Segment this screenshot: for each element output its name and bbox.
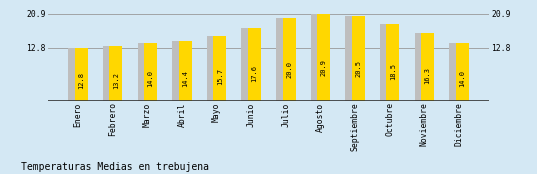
Text: 14.0: 14.0 [148,70,154,87]
Bar [213,35,226,101]
Bar [248,28,261,101]
Text: 20.5: 20.5 [355,60,361,77]
Text: 20.9: 20.9 [321,59,326,76]
Text: 20.0: 20.0 [286,61,292,78]
Bar [345,16,358,101]
Text: 14.4: 14.4 [182,70,188,87]
Text: 18.5: 18.5 [390,63,396,80]
Bar [110,46,122,101]
Bar [172,41,185,101]
Bar [415,33,427,101]
Bar [144,43,157,101]
Bar [282,18,295,101]
Bar [276,18,289,101]
Text: 13.2: 13.2 [113,72,119,89]
Text: 17.6: 17.6 [251,65,257,82]
Bar [380,24,393,101]
Bar [317,14,330,101]
Bar [311,14,324,101]
Bar [137,43,150,101]
Text: 15.7: 15.7 [217,68,223,85]
Text: 12.8: 12.8 [78,72,84,89]
Bar [456,43,469,101]
Bar [68,48,81,101]
Bar [387,24,400,101]
Text: 14.0: 14.0 [459,70,465,87]
Bar [352,16,365,101]
Text: 16.3: 16.3 [425,67,431,84]
Bar [103,46,116,101]
Bar [207,35,220,101]
Bar [449,43,462,101]
Bar [421,33,434,101]
Bar [75,48,88,101]
Bar [179,41,192,101]
Bar [242,28,255,101]
Text: Temperaturas Medias en trebujena: Temperaturas Medias en trebujena [21,162,209,172]
